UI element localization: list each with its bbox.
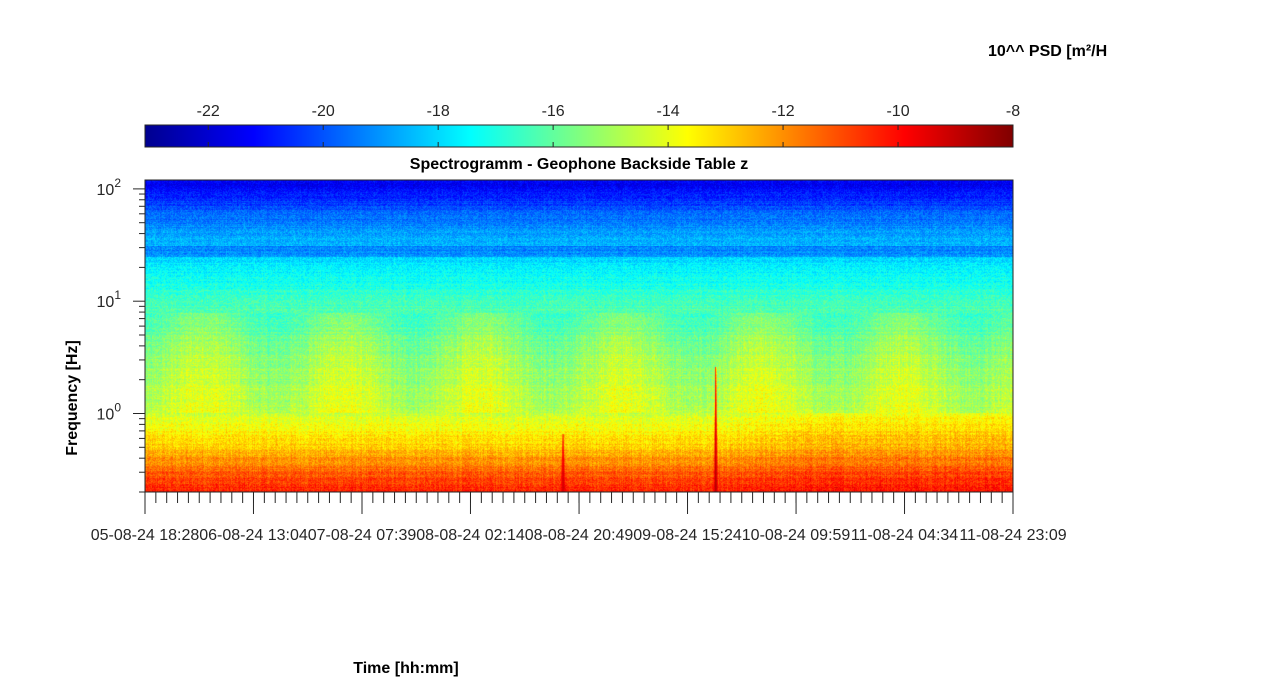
colorbar-tick-label: -14 [657,103,680,120]
y-tick-label: 101 [97,288,122,311]
chart-title: Spectrogramm - Geophone Backside Table z [410,156,748,173]
y-tick-exponent: 0 [114,401,121,415]
x-tick-label: 10-08-24 09:59 [742,527,851,544]
y-tick-base: 10 [97,294,115,311]
x-tick-label: 06-08-24 13:04 [199,527,308,544]
x-tick-label: 08-08-24 02:14 [416,527,525,544]
x-axis-label: Time [hh:mm] [353,660,458,677]
colorbar-tick-label: -12 [772,103,795,120]
y-tick-exponent: 1 [114,288,121,302]
x-tick-label: 09-08-24 15:24 [633,527,742,544]
y-tick-label: 102 [97,176,122,199]
colorbar-ticks: -22 -20 -18 -16 -14 -12 -10 -8 [197,103,1020,147]
x-tick-label: 11-08-24 23:09 [959,527,1066,544]
y-tick-label: 100 [97,401,122,424]
colorbar-tick-label: -16 [542,103,565,120]
x-tick-label: 05-08-24 18:28 [91,527,200,544]
y-axis-label: Frequency [Hz] [64,340,81,456]
colorbar-label: 10^^ PSD [m²/H [988,43,1107,60]
x-axis: 05-08-24 18:28 06-08-24 13:04 07-08-24 07:… [91,492,1067,544]
colorbar-tick-label: -8 [1006,103,1020,120]
x-tick-label: 11-08-24 04:34 [851,527,958,544]
colorbar-gradient [144,124,1014,148]
colorbar-tick-label: -20 [312,103,335,120]
spectrogram-image [145,180,1013,492]
colorbar-tick-label: -18 [427,103,450,120]
x-tick-label: 08-08-24 20:49 [525,527,634,544]
y-tick-base: 10 [97,182,115,199]
colorbar-tick-label: -22 [197,103,220,120]
y-tick-exponent: 2 [114,176,121,190]
x-tick-label: 07-08-24 07:39 [308,527,417,544]
y-tick-base: 10 [97,407,115,424]
colorbar: -22 -20 -18 -16 -14 -12 -10 -8 10^^ PSD [m²/H [144,43,1107,148]
colorbar-tick-label: -10 [886,103,909,120]
